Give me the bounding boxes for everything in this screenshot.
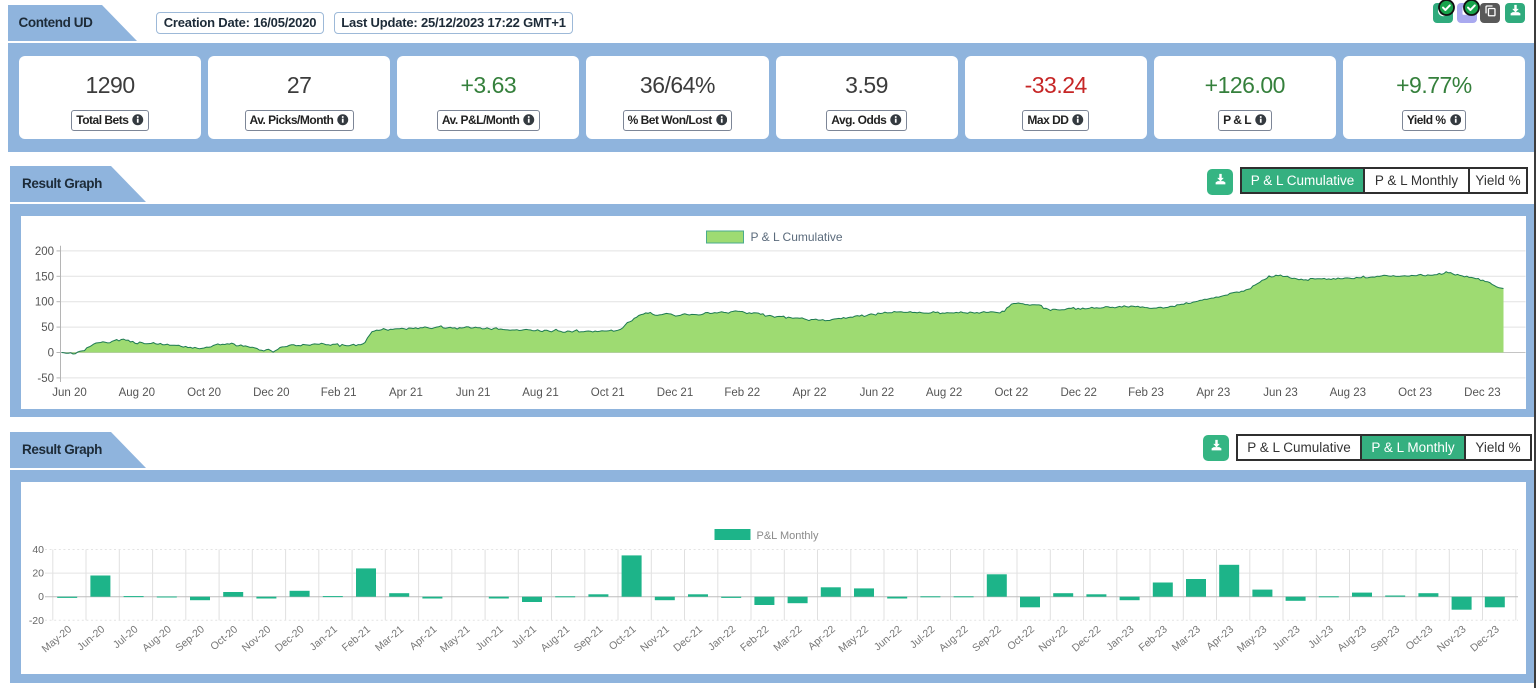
svg-text:Apr 22: Apr 22 [793,387,827,399]
svg-text:Apr-21: Apr-21 [407,623,439,653]
svg-text:Jun-21: Jun-21 [473,623,505,653]
svg-text:Mar-23: Mar-23 [1170,623,1203,654]
svg-text:Aug 22: Aug 22 [926,387,962,399]
svg-text:Oct-22: Oct-22 [1005,623,1037,653]
svg-text:50: 50 [41,322,54,334]
svg-text:Jun 23: Jun 23 [1263,387,1298,399]
svg-text:Sep-23: Sep-23 [1368,623,1402,654]
svg-text:200: 200 [35,246,54,258]
svg-text:Sep-22: Sep-22 [970,623,1004,654]
svg-text:Jan-21: Jan-21 [307,623,339,653]
svg-text:-50: -50 [37,373,54,385]
svg-text:Aug-20: Aug-20 [140,623,174,654]
svg-text:Sep-20: Sep-20 [173,623,207,654]
svg-text:Apr-22: Apr-22 [806,623,838,653]
svg-text:Jul-21: Jul-21 [509,623,539,651]
svg-text:Aug-23: Aug-23 [1335,623,1369,654]
svg-text:Jun-23: Jun-23 [1270,623,1302,653]
svg-text:Dec-23: Dec-23 [1468,623,1502,654]
svg-text:Apr 21: Apr 21 [389,387,423,399]
svg-text:20: 20 [32,568,44,580]
svg-text:Oct-21: Oct-21 [607,623,639,653]
svg-text:Oct-20: Oct-20 [208,623,240,653]
svg-text:150: 150 [35,271,54,283]
svg-text:Sep-21: Sep-21 [572,623,606,654]
svg-text:Jan-23: Jan-23 [1104,623,1136,653]
svg-text:Apr 23: Apr 23 [1196,387,1230,399]
svg-text:Dec-22: Dec-22 [1070,623,1104,654]
svg-text:Oct 20: Oct 20 [187,387,221,399]
svg-text:Jun-22: Jun-22 [872,623,904,653]
svg-text:Feb-23: Feb-23 [1137,623,1170,654]
svg-text:Aug-21: Aug-21 [538,623,572,654]
svg-text:Dec 23: Dec 23 [1464,387,1500,399]
svg-text:Aug 23: Aug 23 [1330,387,1366,399]
svg-text:Mar-22: Mar-22 [771,623,804,654]
svg-text:Aug 21: Aug 21 [522,387,558,399]
svg-text:Feb 23: Feb 23 [1128,387,1164,399]
svg-text:Jul-22: Jul-22 [908,623,938,651]
svg-text:P & L Cumulative: P & L Cumulative [751,230,843,244]
svg-text:Feb 22: Feb 22 [724,387,760,399]
svg-text:May-22: May-22 [836,623,871,655]
svg-text:Aug 20: Aug 20 [119,387,155,399]
svg-text:Feb-22: Feb-22 [738,623,771,654]
svg-text:Jun 20: Jun 20 [52,387,87,399]
svg-text:Jun 21: Jun 21 [456,387,491,399]
svg-text:Feb 21: Feb 21 [321,387,357,399]
svg-text:P&L Monthly: P&L Monthly [757,530,819,542]
svg-text:Dec 20: Dec 20 [253,387,289,399]
svg-text:0: 0 [38,591,44,603]
svg-text:Dec 21: Dec 21 [657,387,693,399]
svg-text:Dec 22: Dec 22 [1060,387,1096,399]
svg-text:100: 100 [35,297,54,309]
svg-text:Dec-20: Dec-20 [273,623,307,654]
svg-text:Jan-22: Jan-22 [706,623,738,653]
svg-text:40: 40 [32,544,44,556]
svg-text:Oct-23: Oct-23 [1403,623,1435,653]
svg-text:-20: -20 [29,615,44,627]
svg-text:Jun 22: Jun 22 [860,387,895,399]
svg-text:Oct 22: Oct 22 [994,387,1028,399]
svg-text:Nov-21: Nov-21 [638,623,672,654]
svg-text:Oct 23: Oct 23 [1398,387,1432,399]
svg-text:Jun-20: Jun-20 [75,623,107,653]
svg-text:Aug-22: Aug-22 [937,623,971,654]
svg-text:Feb-21: Feb-21 [340,623,373,654]
svg-text:Oct 21: Oct 21 [591,387,625,399]
svg-text:May-23: May-23 [1235,623,1270,655]
svg-text:May-21: May-21 [438,623,473,655]
svg-text:Dec-21: Dec-21 [671,623,705,654]
svg-text:Nov-23: Nov-23 [1435,623,1469,654]
svg-text:Nov-22: Nov-22 [1036,623,1070,654]
svg-text:Mar-21: Mar-21 [373,623,406,654]
svg-text:Jul-20: Jul-20 [111,623,141,651]
svg-text:Nov-20: Nov-20 [240,623,274,654]
svg-text:Jul-23: Jul-23 [1306,623,1336,651]
svg-text:May-20: May-20 [40,623,75,655]
svg-text:0: 0 [48,348,54,360]
svg-text:Apr-23: Apr-23 [1204,623,1236,653]
